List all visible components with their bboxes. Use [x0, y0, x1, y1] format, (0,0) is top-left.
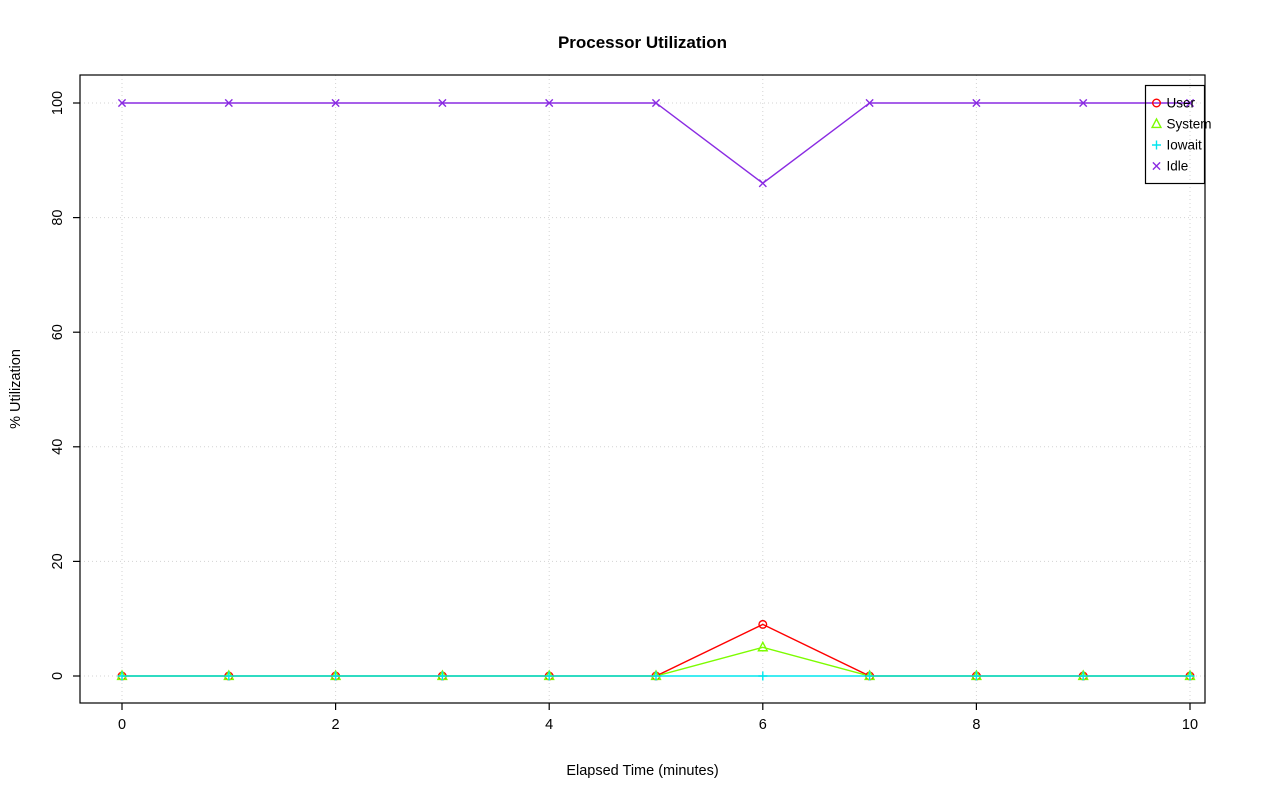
- x-axis-label: Elapsed Time (minutes): [566, 763, 719, 779]
- svg-text:Idle: Idle: [1167, 159, 1189, 174]
- svg-text:100: 100: [50, 91, 66, 115]
- svg-text:Iowait: Iowait: [1167, 138, 1203, 153]
- chart-title: Processor Utilization: [557, 33, 728, 52]
- svg-text:User: User: [1167, 96, 1196, 111]
- svg-text:6: 6: [759, 717, 767, 733]
- svg-text:8: 8: [972, 717, 980, 733]
- svg-text:40: 40: [50, 439, 66, 455]
- y-axis-label: % Utilization: [8, 349, 24, 429]
- svg-text:System: System: [1167, 117, 1212, 132]
- svg-text:2: 2: [332, 717, 340, 733]
- svg-text:0: 0: [118, 717, 126, 733]
- svg-text:20: 20: [50, 553, 66, 569]
- svg-text:60: 60: [50, 324, 66, 340]
- svg-text:10: 10: [1182, 717, 1198, 733]
- svg-text:0: 0: [50, 672, 66, 680]
- svg-text:4: 4: [545, 717, 553, 733]
- svg-text:80: 80: [50, 210, 66, 226]
